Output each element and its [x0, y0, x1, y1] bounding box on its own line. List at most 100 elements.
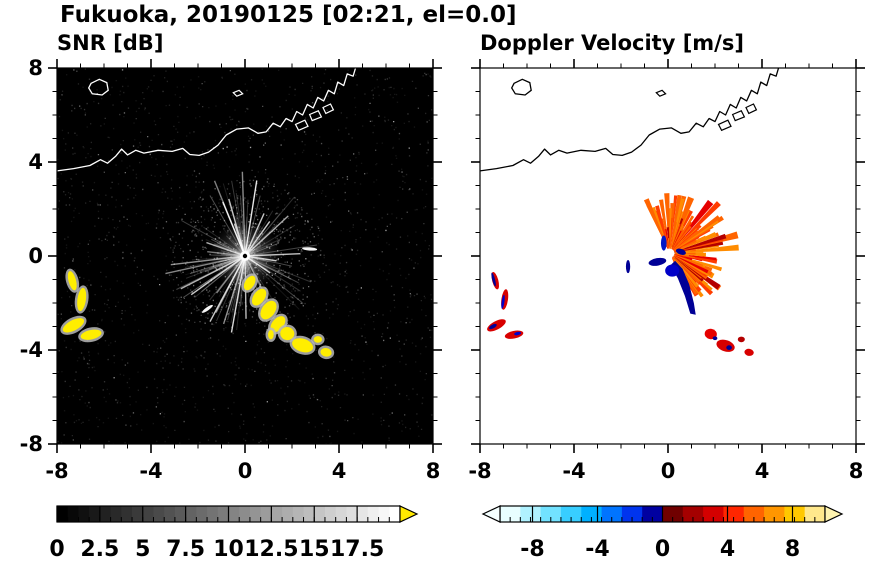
snr-colorbar: 0 2.5 5 7.5 10 12.5 15 17.5	[49, 505, 419, 562]
velocity-wedge	[670, 197, 685, 250]
radar-beam	[244, 242, 280, 257]
colorbar-tick-label: 0	[655, 537, 670, 562]
islet-outline	[655, 89, 667, 97]
velocity-speck	[712, 336, 718, 341]
strong-echo	[313, 336, 323, 343]
doppler-panel: -8 -4 0 4 8 -8 -4 0 4 8	[468, 59, 865, 562]
plot-area	[57, 68, 433, 444]
negative-velocity-patch	[665, 264, 680, 277]
x-tick-label: 8	[849, 459, 864, 483]
velocity-wedge	[672, 229, 684, 249]
radar-beam-bright	[244, 255, 271, 274]
colorbar-tick-label: -8	[520, 537, 544, 562]
radar-beam-bright	[216, 255, 246, 294]
velocity-wedge	[673, 253, 703, 262]
velocity-speck	[726, 345, 732, 350]
velocity-wedge	[671, 196, 695, 248]
radar-beam	[185, 255, 246, 276]
velocity-wedge	[674, 258, 699, 288]
x-tick-label: 0	[238, 459, 253, 483]
colorbar-tick-label: 4	[720, 537, 735, 562]
pier-outline	[308, 110, 323, 122]
radar-beam-bright	[222, 201, 246, 257]
negative-velocity-patch	[648, 257, 667, 266]
x-tick-label: -8	[45, 459, 68, 483]
velocity-wedge	[672, 254, 713, 272]
doppler-panel-title: Doppler Velocity [m/s]	[480, 31, 744, 55]
strong-echo	[292, 338, 314, 353]
radar-beam	[244, 255, 285, 275]
velocity-wedge	[671, 210, 684, 248]
colorbar-tick-label: 15	[299, 537, 330, 562]
radar-beam	[244, 255, 262, 286]
radar-beam-bright	[233, 223, 246, 257]
x-tick-label: -8	[468, 459, 491, 483]
strong-echo	[80, 329, 102, 340]
colorbar-tick-label: 0	[49, 537, 64, 562]
radar-beam	[244, 195, 261, 257]
velocity-wedge	[673, 256, 702, 283]
strong-echo	[260, 300, 277, 320]
colorbar-tick-label: -4	[585, 537, 609, 562]
radar-beam-bright	[244, 213, 265, 257]
radar-beam-bright	[207, 250, 246, 257]
plot-area	[480, 68, 856, 444]
radar-beam	[185, 255, 246, 279]
x-tick-label: 4	[755, 459, 770, 483]
radar-beam	[244, 255, 303, 304]
radar-beam	[244, 196, 295, 257]
velocity-wedge	[676, 255, 704, 267]
radar-beam	[211, 238, 246, 257]
radar-beam	[244, 224, 296, 257]
colorbar-arrow-right	[399, 505, 419, 523]
velocity-speck	[744, 348, 754, 356]
velocity-wedge	[672, 254, 709, 280]
pier-outline	[731, 110, 746, 122]
radar-beam-bright	[170, 255, 246, 266]
velocity-speck	[514, 331, 522, 336]
velocity-wedge	[643, 198, 668, 248]
radar-beam-bright	[244, 253, 301, 257]
velocity-wedge	[670, 195, 678, 247]
velocity-wedge	[675, 254, 693, 261]
radar-beam	[203, 226, 246, 257]
bright-dash	[302, 247, 318, 251]
velocity-wedge	[672, 254, 715, 279]
radar-beam	[216, 255, 246, 322]
velocity-wedge	[672, 242, 679, 250]
radar-beam	[209, 254, 246, 257]
radar-beam	[244, 244, 318, 257]
negative-velocity-patch	[625, 259, 631, 274]
radar-beam	[208, 255, 246, 270]
radar-beam	[244, 255, 312, 283]
velocity-wedge	[672, 201, 721, 251]
radar-beam	[244, 199, 249, 257]
axes: -8 -4 0 4 8	[468, 59, 865, 483]
velocity-wedge	[670, 194, 682, 250]
island-outline	[510, 78, 532, 96]
coastline	[57, 68, 357, 172]
radar-beam	[199, 255, 246, 273]
negative-velocity-patch	[675, 248, 686, 255]
colorbar-tick-label: 5	[135, 537, 150, 562]
radar-beam-bright	[244, 180, 258, 257]
colorbar-tick-label: 7.5	[166, 537, 205, 562]
colorbar-tick-label: 8	[785, 537, 800, 562]
velocity-wedge	[671, 229, 682, 251]
velocity-speck	[491, 272, 496, 287]
x-tick-label: 0	[661, 459, 676, 483]
radar-beam-bright	[215, 255, 246, 313]
radar-beam-bright	[206, 241, 246, 257]
radar-beam	[181, 219, 246, 257]
velocity-wedge	[671, 223, 681, 247]
radar-beam-bright	[241, 171, 246, 257]
radar-beam	[189, 255, 246, 275]
colorbar-arrow-left	[481, 505, 501, 523]
velocity-speck	[737, 336, 745, 343]
y-tick-label: 8	[28, 56, 43, 80]
x-tick-label: -4	[139, 459, 162, 483]
velocity-speck	[489, 323, 497, 330]
x-tick-label: -4	[562, 459, 585, 483]
